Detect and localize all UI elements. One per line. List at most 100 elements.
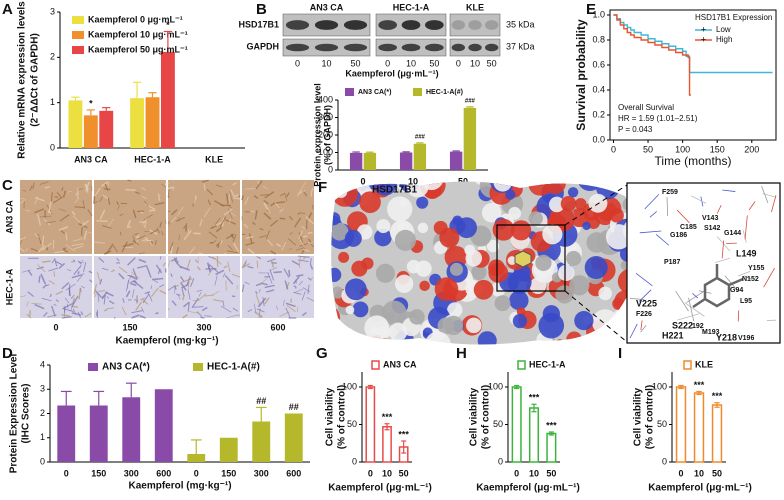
ihc-texture: [41, 297, 52, 302]
ihc-texture: [137, 235, 146, 240]
ihc-texture: [78, 261, 83, 264]
legend-label: AN3 CA(*): [358, 89, 391, 96]
residue-label: P187: [664, 259, 680, 266]
ihc-texture: [198, 293, 207, 301]
ihc-texture: [51, 258, 56, 264]
legend-label: HEC-1-A(#): [207, 362, 260, 373]
surface-patch: [348, 342, 358, 345]
surface-patch: [333, 330, 349, 345]
x-axis-label: Kaempferol (μg·mL⁻¹): [328, 483, 432, 494]
surface-patch: [449, 262, 464, 276]
surface-patch: [377, 340, 397, 345]
y-tick-label: 0: [352, 456, 357, 466]
pocket-box: [496, 224, 566, 292]
protein-surface: [331, 181, 640, 345]
ihc-texture: [34, 196, 45, 202]
ihc-texture: [305, 216, 315, 225]
residue-label: G144: [724, 230, 741, 237]
ihc-texture: [94, 200, 98, 204]
y-tick-label: 0.8: [592, 34, 605, 44]
ihc-texture: [121, 241, 128, 253]
residue-stick: [638, 289, 652, 302]
ihc-texture: [147, 292, 153, 302]
ihc-texture: [181, 278, 193, 283]
ihc-texture: [226, 315, 236, 319]
surface-patch: [577, 181, 603, 192]
ihc-texture: [141, 187, 146, 191]
ihc-texture: [74, 206, 85, 209]
ihc-texture: [264, 284, 275, 289]
ihc-texture: [167, 308, 170, 311]
ihc-texture: [55, 260, 63, 266]
ihc-texture: [261, 282, 268, 286]
ihc-texture: [215, 184, 223, 188]
residue-stick: [675, 290, 689, 312]
ihc-texture: [231, 273, 241, 278]
x-tick-label: HEC-1-A: [134, 154, 171, 164]
ihc-texture: [143, 224, 147, 229]
ihc-texture: [62, 307, 74, 313]
annotation: ***: [712, 391, 723, 401]
legend-marker: +: [701, 24, 706, 34]
residue-label: V196: [738, 335, 754, 342]
residue-stick: [655, 234, 670, 246]
residue-stick: [666, 197, 669, 217]
ihc-texture: [167, 189, 170, 198]
bar: [349, 152, 363, 170]
dose-label: 0: [456, 58, 461, 68]
inset-frame: [626, 182, 781, 344]
ihc-texture: [47, 314, 57, 318]
ihc-texture: [34, 208, 45, 214]
ihc-texture: [119, 231, 122, 236]
panel-label: I: [618, 345, 622, 362]
ihc-texture: [259, 277, 269, 286]
surface-patch: [331, 222, 349, 241]
x-tick-label: 0: [64, 468, 69, 478]
residue-label: M193: [702, 329, 720, 336]
x-tick-label: 0: [368, 468, 373, 478]
y-tick-label: 3: [40, 384, 45, 394]
surface-patch: [437, 317, 455, 335]
surface-patch: [375, 263, 395, 283]
ihc-texture: [255, 180, 263, 190]
ihc-texture: [135, 235, 140, 239]
y-tick-label: 300: [318, 112, 333, 122]
ihc-texture: [193, 306, 204, 308]
ihc-texture: [73, 238, 83, 242]
ihc-texture: [132, 209, 137, 219]
x-axis-label: Kaempferol (μg·mL⁻¹): [648, 483, 752, 494]
ihc-texture: [122, 298, 125, 304]
ihc-image: [242, 256, 314, 318]
x-tick-label: 0: [611, 144, 616, 154]
ihc-texture: [181, 294, 186, 301]
ihc-texture: [270, 267, 278, 271]
legend-label: HEC-1-A(#): [426, 89, 463, 96]
y-axis-label: (% of control): [481, 385, 492, 449]
y-tick-label: 3: [50, 6, 55, 16]
annotation: Overall Survival: [618, 103, 674, 112]
residue-stick: [688, 297, 695, 322]
ihc-texture: [94, 290, 103, 298]
surface-patch: [560, 196, 577, 212]
ihc-texture: [98, 290, 106, 292]
ihc-texture: [310, 188, 314, 197]
surface-patch: [535, 254, 552, 272]
ihc-image: [20, 180, 92, 254]
bar: [693, 392, 705, 463]
ihc-texture: [204, 315, 212, 317]
annotation: ##: [256, 396, 266, 406]
ihc-texture: [83, 230, 88, 240]
ihc-texture: [52, 196, 63, 204]
ihc-texture: [37, 244, 46, 253]
annotation: ###: [465, 98, 476, 104]
ihc-texture: [225, 193, 229, 205]
ihc-texture: [284, 280, 289, 290]
ihc-texture: [298, 230, 304, 240]
x-axis-label: Kaempferol (μg·mL⁻¹): [476, 483, 580, 494]
ihc-texture: [247, 309, 253, 313]
ihc-texture: [263, 202, 271, 214]
residue-stick: [684, 302, 705, 317]
ihc-texture: [45, 220, 56, 224]
ihc-texture: [134, 191, 140, 195]
ihc-texture: [71, 210, 76, 216]
